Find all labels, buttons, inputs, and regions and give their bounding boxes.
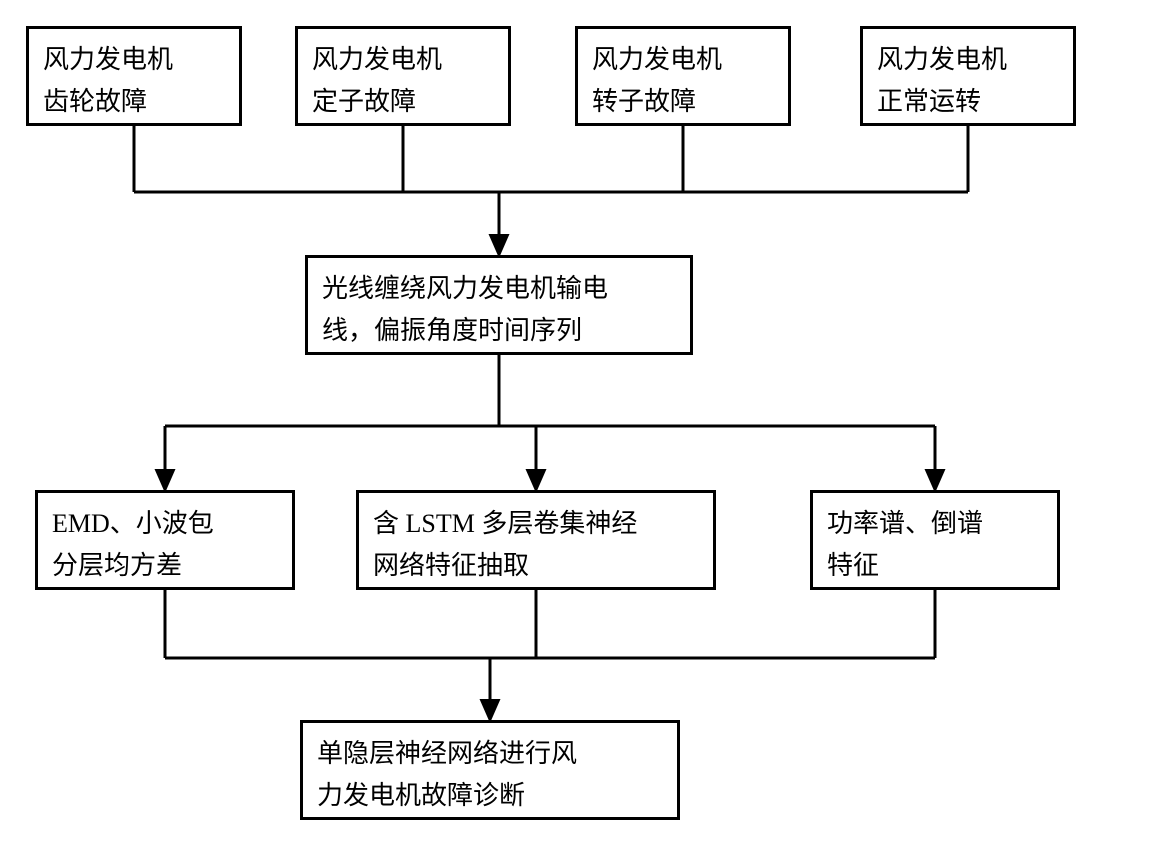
node-fe2: 含 LSTM 多层卷集神经 网络特征抽取 — [356, 490, 716, 590]
node-top3: 风力发电机 转子故障 — [575, 26, 791, 126]
node-top2: 风力发电机 定子故障 — [295, 26, 511, 126]
node-top1: 风力发电机 齿轮故障 — [26, 26, 242, 126]
node-top4: 风力发电机 正常运转 — [860, 26, 1076, 126]
node-out: 单隐层神经网络进行风 力发电机故障诊断 — [300, 720, 680, 820]
node-mid: 光线缠绕风力发电机输电 线，偏振角度时间序列 — [305, 255, 693, 355]
node-fe3: 功率谱、倒谱 特征 — [810, 490, 1060, 590]
node-fe1: EMD、小波包 分层均方差 — [35, 490, 295, 590]
